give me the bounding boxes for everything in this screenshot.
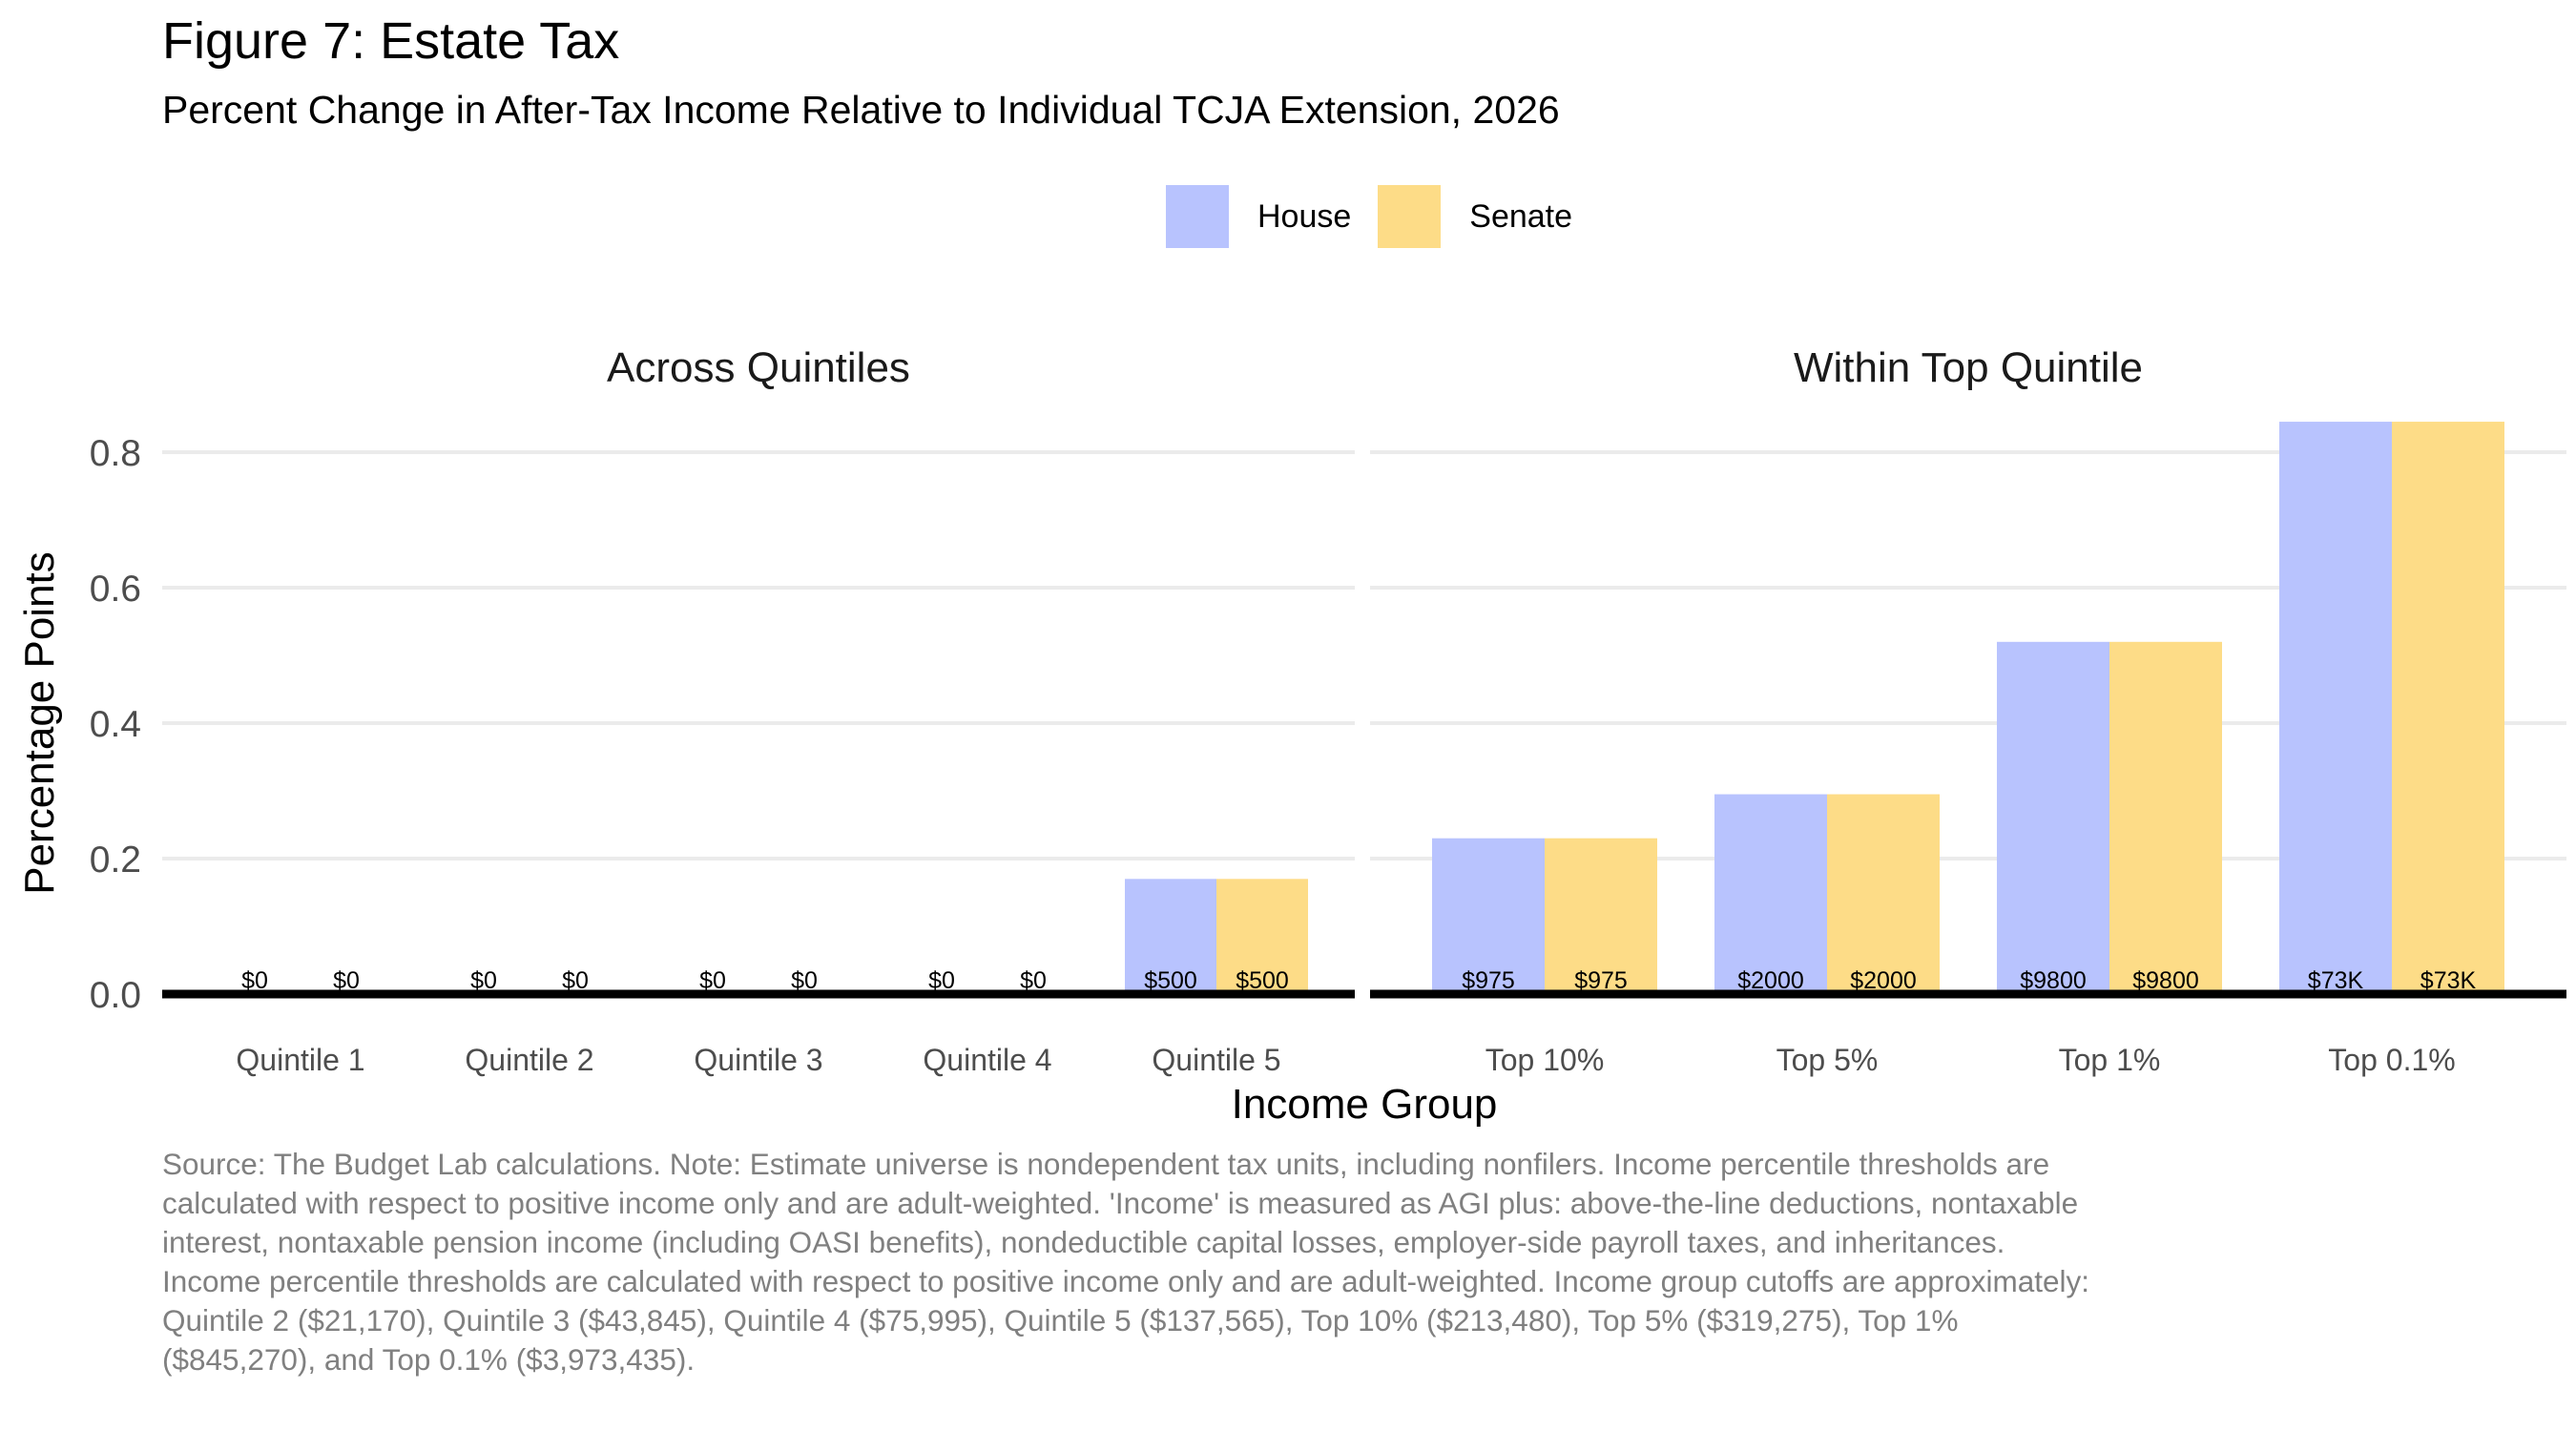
x-tick-label: Top 0.1%: [2328, 1043, 2455, 1077]
y-tick-label: 0.4: [90, 704, 141, 745]
bar-value-label: $0: [562, 967, 589, 994]
bar-value-label: $0: [791, 967, 818, 994]
x-tick-label: Quintile 3: [694, 1043, 822, 1077]
bar-value-label: $0: [241, 967, 268, 994]
y-axis-title: Percentage Points: [16, 551, 63, 895]
bar-value-label: $9800: [2020, 967, 2087, 994]
x-tick-label: Quintile 1: [236, 1043, 364, 1077]
x-tick-label: Quintile 2: [465, 1043, 593, 1077]
bar-senate: [2392, 422, 2504, 994]
bar-value-label: $500: [1236, 967, 1289, 994]
bar-value-label: $2000: [1737, 967, 1804, 994]
bar-house: [1125, 879, 1216, 994]
bar-value-label: $2000: [1850, 967, 1917, 994]
x-axis-title: Income Group: [1232, 1081, 1498, 1128]
legend-label-house: House: [1257, 197, 1352, 235]
bar-value-label: $73K: [2308, 967, 2364, 994]
chart-subtitle: Percent Change in After-Tax Income Relat…: [162, 88, 1560, 132]
bar-value-label: $73K: [2420, 967, 2477, 994]
legend-swatch-senate: [1378, 185, 1442, 248]
panel-title: Across Quintiles: [607, 344, 910, 391]
bar-value-label: $9800: [2132, 967, 2199, 994]
x-tick-label: Top 1%: [2059, 1043, 2161, 1077]
bar-house: [1432, 838, 1545, 994]
y-tick-label: 0.6: [90, 569, 141, 610]
bar-chart: 0.0 0.2 0.4 0.6 0.8 Percentage Points Across Q…: [16, 344, 2566, 1128]
legend-item-house: House: [1166, 185, 1351, 248]
y-tick-label: 0.0: [90, 975, 141, 1016]
panel-title: Within Top Quintile: [1794, 344, 2143, 391]
bar-house: [1714, 794, 1827, 994]
legend-item-senate: Senate: [1378, 185, 1572, 248]
legend-swatch-house: [1166, 185, 1229, 248]
bar-value-label: $0: [928, 967, 955, 994]
bar-value-label: $0: [1020, 967, 1047, 994]
x-tick-label: Top 10%: [1485, 1043, 1605, 1077]
bar-senate: [1216, 879, 1308, 994]
source-note: Source: The Budget Lab calculations. Not…: [162, 1147, 2090, 1377]
bar-value-label: $975: [1462, 967, 1515, 994]
bar-value-label: $0: [333, 967, 360, 994]
chart-title: Figure 7: Estate Tax: [162, 12, 620, 70]
bar-value-label: $500: [1144, 967, 1197, 994]
x-tick-label: Top 5%: [1776, 1043, 1879, 1077]
y-tick-label: 0.8: [90, 433, 141, 474]
bar-value-label: $0: [470, 967, 497, 994]
bar-senate: [2109, 641, 2222, 994]
bar-senate: [1545, 838, 1657, 994]
bar-house: [2279, 422, 2392, 994]
y-tick-label: 0.2: [90, 840, 141, 881]
legend: House Senate: [1166, 184, 1599, 249]
bar-value-label: $0: [699, 967, 726, 994]
x-tick-label: Quintile 4: [923, 1043, 1051, 1077]
bar-house: [1997, 641, 2109, 994]
bar-senate: [1827, 794, 1940, 994]
x-tick-label: Quintile 5: [1152, 1043, 1280, 1077]
bar-value-label: $975: [1574, 967, 1628, 994]
legend-label-senate: Senate: [1469, 197, 1573, 235]
